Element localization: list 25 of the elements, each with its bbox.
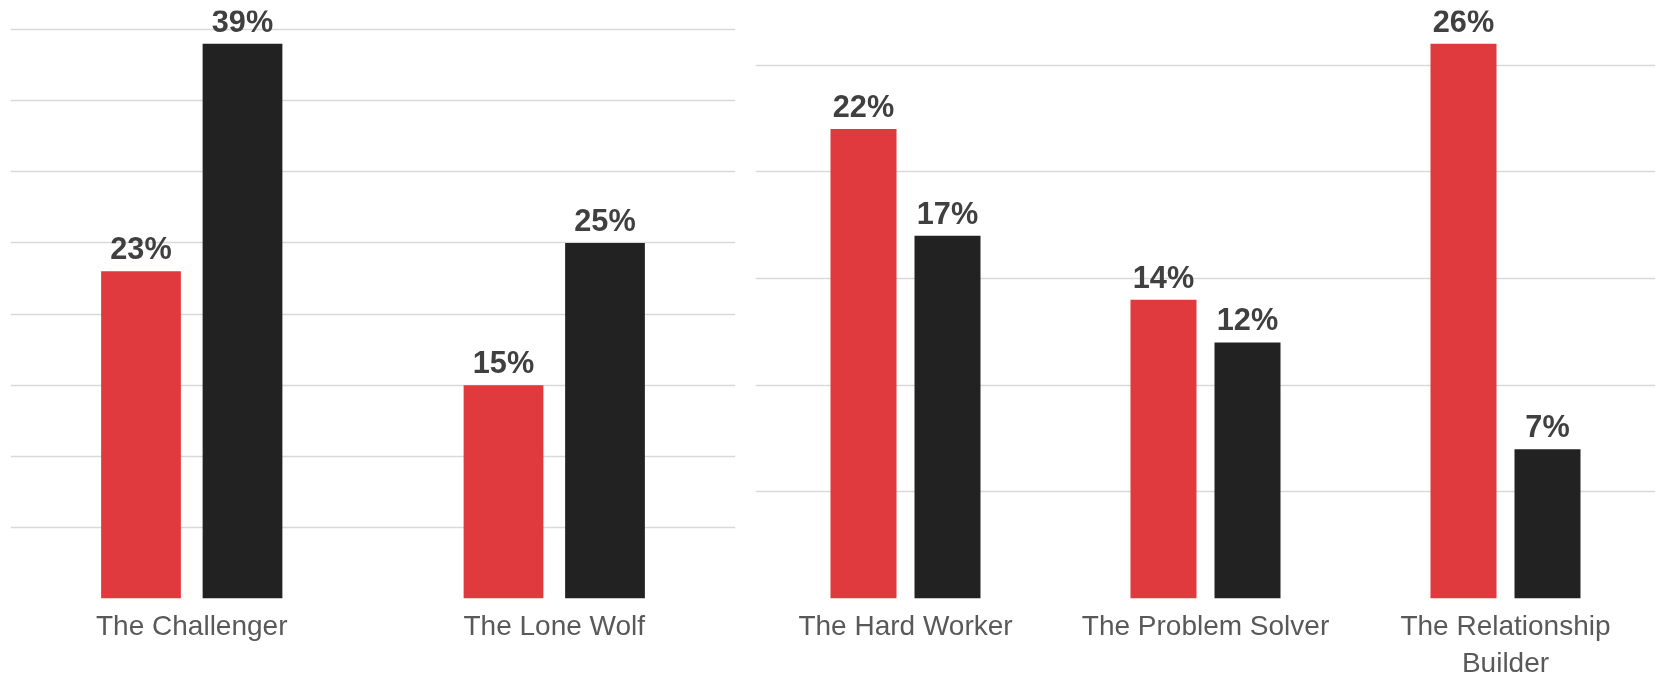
bar <box>1130 299 1197 599</box>
data-label: 15% <box>472 345 535 380</box>
x-tick-label: The Relationship Builder <box>1400 609 1611 678</box>
bar <box>1430 43 1497 599</box>
bar <box>1214 342 1281 599</box>
data-label: 23% <box>110 231 172 266</box>
data-label: 25% <box>574 202 636 237</box>
bar <box>101 271 181 599</box>
data-label: 26% <box>1432 3 1495 38</box>
bar <box>202 43 283 599</box>
data-label: 22% <box>832 89 895 124</box>
data-label: 17% <box>916 195 979 230</box>
x-tick-label: The Challenger <box>96 609 288 641</box>
x-tick-label: The Hard Worker <box>798 609 1013 641</box>
bar <box>830 129 897 599</box>
data-label: 39% <box>211 3 274 38</box>
data-label: 12% <box>1216 302 1279 337</box>
bar <box>565 242 645 599</box>
x-tick-label: The Lone Wolf <box>463 609 646 641</box>
bar <box>1514 449 1581 599</box>
bar <box>463 385 544 599</box>
data-label: 14% <box>1132 259 1195 294</box>
bar <box>914 235 981 599</box>
x-tick-label: The Problem Solver <box>1081 609 1330 641</box>
data-label: 7% <box>1525 409 1570 444</box>
